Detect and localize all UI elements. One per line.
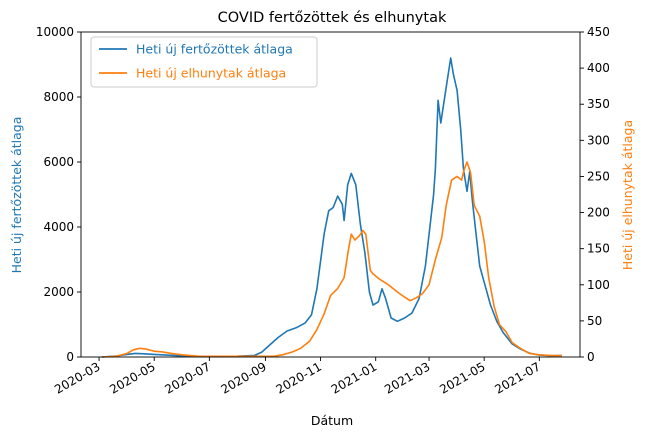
y-right-tick-label: 450 [587, 25, 610, 39]
plot-frame [80, 31, 581, 358]
series-line-2 [101, 161, 562, 358]
y-left-tick-label: 10000 [36, 25, 74, 39]
y-axis-left-title: Heti új fertőzöttek átlaga [9, 117, 24, 274]
y-right-tick-label: 400 [587, 61, 610, 75]
y-axis-left: 0 2000 4000 6000 8000 10000 [36, 25, 81, 364]
y-left-tick-label: 0 [66, 350, 74, 364]
y-axis-right: 0 50 100 150 200 250 300 350 400 450 [580, 25, 610, 364]
legend-label-2: Heti új elhunytak átlaga [136, 66, 286, 81]
y-left-tick-label: 8000 [43, 90, 74, 104]
y-right-tick-label: 0 [587, 350, 595, 364]
y-right-tick-label: 150 [587, 242, 610, 256]
legend-label-1: Heti új fertőzöttek átlaga [136, 42, 293, 57]
y-axis-right-title: Heti új elhunytak átlaga [620, 120, 635, 270]
legend-box [90, 36, 318, 88]
x-axis-title: Dátum [311, 413, 353, 428]
y-right-tick-label: 350 [587, 97, 610, 111]
plot-area [80, 31, 581, 358]
chart-title: COVID fertőzöttek és elhunytak [218, 10, 447, 26]
y-right-tick-label: 100 [587, 278, 610, 292]
y-right-tick-label: 300 [587, 133, 610, 147]
series-line-1 [101, 57, 562, 358]
y-left-tick-label: 2000 [43, 285, 74, 299]
y-right-tick-label: 50 [587, 314, 602, 328]
y-right-tick-label: 250 [587, 169, 610, 183]
y-left-tick-label: 6000 [43, 155, 74, 169]
y-left-tick-label: 4000 [43, 220, 74, 234]
legend: Heti új fertőzöttek átlaga Heti új elhuny… [90, 36, 318, 88]
y-right-tick-label: 200 [587, 206, 610, 220]
